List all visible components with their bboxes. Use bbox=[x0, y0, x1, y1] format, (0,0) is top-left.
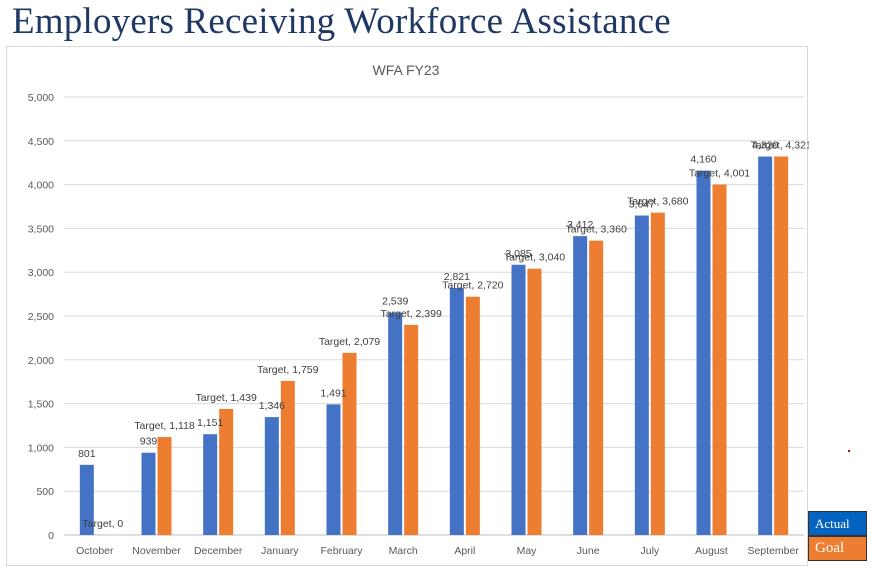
data-label-actual: 1,346 bbox=[259, 400, 285, 412]
data-label-goal: Target, 3,040 bbox=[504, 252, 565, 264]
stray-mark bbox=[848, 450, 850, 452]
legend-actual: Actual bbox=[808, 511, 867, 536]
x-tick-label: October bbox=[76, 545, 114, 557]
x-tick-label: March bbox=[389, 545, 418, 557]
data-label-goal: Target, 2,399 bbox=[381, 308, 442, 320]
bar-goal bbox=[774, 156, 789, 535]
bar-actual bbox=[573, 236, 588, 535]
y-tick-label: 2,000 bbox=[28, 355, 54, 367]
bar-actual bbox=[696, 170, 711, 536]
bar-actual bbox=[449, 287, 464, 535]
y-tick-label: 3,000 bbox=[28, 267, 54, 279]
bar-chart: WFA FY23 801 939 1,151 1,346 1,491 2,539 2,821… bbox=[28, 62, 809, 557]
data-label-actual: 3,647 bbox=[629, 199, 655, 211]
data-label-actual: 3,412 bbox=[567, 219, 593, 231]
data-label-actual: 801 bbox=[78, 448, 96, 460]
data-label-actual: 1,151 bbox=[197, 417, 223, 429]
data-label-goal: Target, 3,680 bbox=[627, 196, 688, 208]
data-label-goal: Target, 4,001 bbox=[689, 168, 750, 180]
y-tick-label: 4,000 bbox=[28, 180, 54, 192]
data-label-goal: Target, 1,439 bbox=[196, 392, 257, 404]
y-tick-label: 0 bbox=[48, 530, 54, 542]
data-label-actual: 939 bbox=[140, 436, 158, 448]
data-label-goal: Target, 0 bbox=[82, 518, 123, 530]
x-tick-label: February bbox=[320, 545, 363, 557]
data-label-actual: 3,085 bbox=[505, 248, 531, 260]
x-tick-label: November bbox=[132, 545, 181, 557]
bar-actual bbox=[264, 417, 279, 535]
bar-goal bbox=[342, 352, 357, 535]
bar-actual bbox=[758, 156, 773, 535]
data-label-goal: Target, 2,079 bbox=[319, 336, 380, 348]
bar-goal bbox=[404, 324, 419, 535]
bar-goal bbox=[712, 184, 727, 536]
y-tick-label: 1,000 bbox=[28, 442, 54, 454]
x-tick-label: December bbox=[194, 545, 243, 557]
x-tick-label: January bbox=[261, 545, 299, 557]
y-tick-label: 2,500 bbox=[28, 311, 54, 323]
bar-actual bbox=[141, 452, 156, 535]
bar-actual bbox=[326, 404, 341, 535]
x-tick-label: September bbox=[747, 545, 799, 557]
bar-goal bbox=[527, 268, 542, 535]
data-label-goal: Target, 3,360 bbox=[566, 224, 627, 236]
data-label-actual: 1,491 bbox=[320, 387, 346, 399]
x-tick-label: August bbox=[695, 545, 728, 557]
data-label-actual: 4,160 bbox=[690, 154, 716, 166]
x-tick-label: May bbox=[517, 545, 538, 557]
y-tick-label: 3,500 bbox=[28, 223, 54, 235]
bar-actual bbox=[79, 464, 94, 535]
y-tick-label: 4,500 bbox=[28, 136, 54, 148]
bar-goal bbox=[219, 408, 234, 535]
data-label-goal: Target, 1,759 bbox=[257, 364, 318, 376]
y-tick-label: 1,500 bbox=[28, 399, 54, 411]
bar-actual bbox=[388, 312, 403, 535]
x-tick-label: April bbox=[454, 545, 475, 557]
x-tick-label: July bbox=[640, 545, 659, 557]
chart-frame: WFA FY23 801 939 1,151 1,346 1,491 2,539 2,821… bbox=[6, 46, 809, 566]
bar-goal bbox=[650, 212, 665, 535]
legend-goal: Goal bbox=[808, 536, 867, 561]
bar-goal bbox=[280, 380, 295, 535]
x-tick-label: June bbox=[577, 545, 600, 557]
data-label-actual: 4,320 bbox=[752, 140, 778, 152]
y-tick-label: 500 bbox=[36, 486, 54, 498]
page-title: Employers Receiving Workforce Assistance bbox=[12, 1, 671, 42]
data-label-actual: 2,821 bbox=[444, 271, 470, 283]
bar-actual bbox=[511, 264, 526, 535]
data-label-goal: Target, 4,321 bbox=[751, 139, 809, 151]
y-tick-label: 5,000 bbox=[28, 92, 54, 104]
chart-title: WFA FY23 bbox=[373, 62, 440, 78]
bar-goal bbox=[157, 437, 172, 535]
data-label-goal: Target, 1,118 bbox=[134, 420, 195, 432]
data-label-goal: Target, 2,720 bbox=[442, 280, 503, 292]
bar-actual bbox=[203, 434, 218, 535]
bar-goal bbox=[589, 240, 604, 535]
bar-goal bbox=[465, 296, 480, 535]
bar-actual bbox=[634, 215, 649, 535]
data-label-actual: 2,539 bbox=[382, 296, 408, 308]
